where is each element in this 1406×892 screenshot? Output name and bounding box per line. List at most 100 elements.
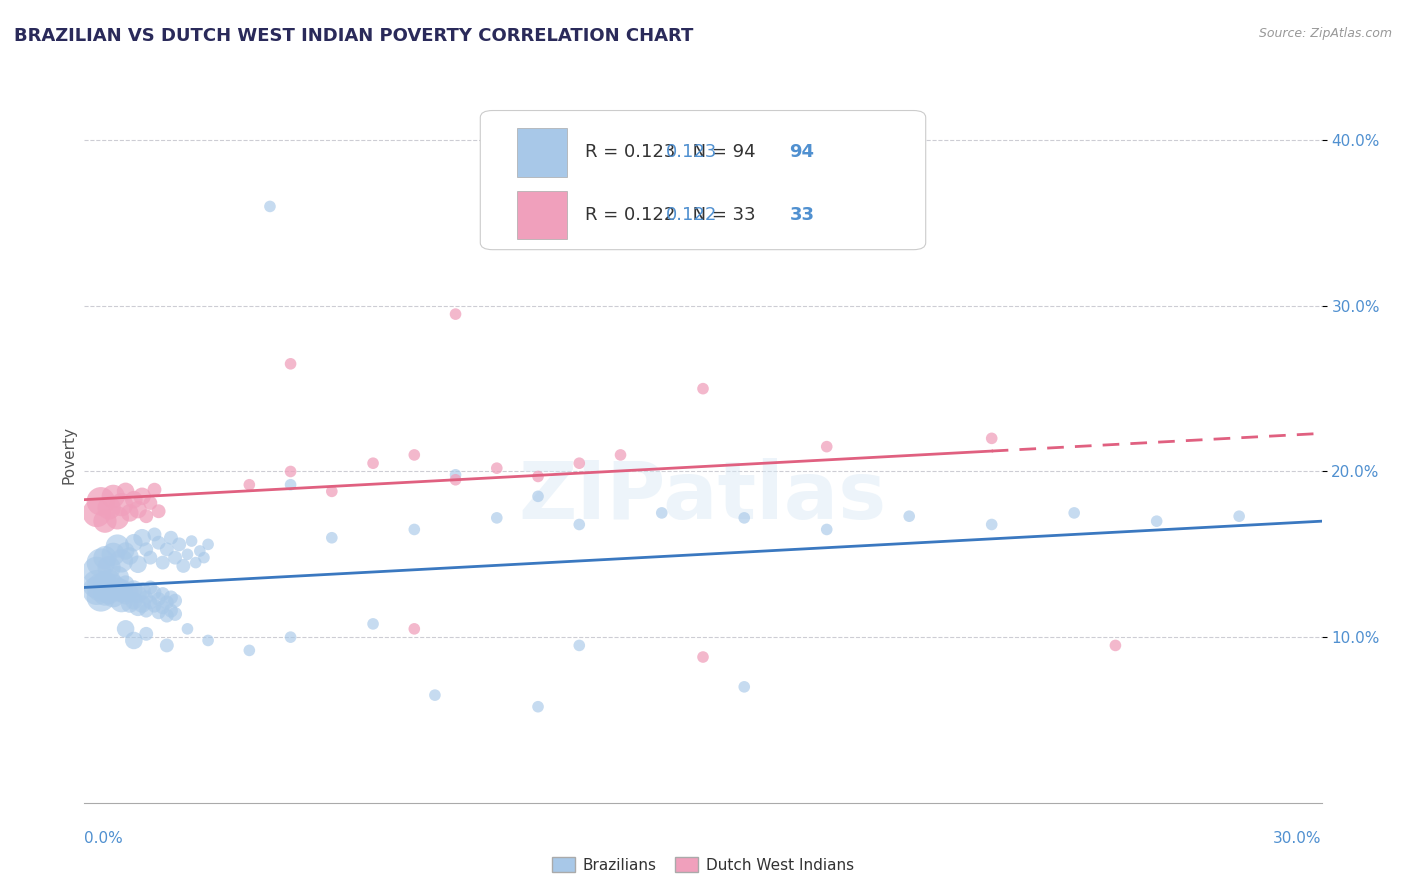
Point (122, 535, 145, 549)
Point (156, 639, 179, 653)
Point (733, 680, 755, 694)
Point (898, 509, 921, 524)
Point (131, 531, 153, 545)
Point (176, 547, 198, 561)
Point (135, 604, 157, 618)
Point (165, 607, 187, 621)
Point (135, 591, 157, 605)
Point (980, 431, 1002, 445)
Point (568, 456, 591, 470)
Point (165, 550, 187, 565)
Point (139, 595, 162, 609)
Point (651, 506, 673, 520)
Point (105, 511, 128, 525)
Point (160, 531, 183, 545)
Point (568, 517, 591, 532)
Point (139, 496, 162, 510)
Point (103, 547, 125, 561)
Point (156, 542, 179, 557)
Point (114, 484, 136, 499)
Point (127, 587, 149, 601)
Point (527, 489, 550, 503)
FancyBboxPatch shape (481, 111, 925, 250)
Point (148, 535, 170, 549)
Point (105, 570, 128, 584)
Point (118, 597, 141, 611)
Y-axis label: Poverty: Poverty (60, 425, 76, 484)
Point (127, 558, 149, 572)
Point (122, 633, 145, 648)
Point (733, 511, 755, 525)
Point (86, 583, 108, 598)
Point (280, 630, 302, 644)
Point (139, 550, 162, 565)
Point (815, 523, 838, 537)
Point (110, 593, 132, 607)
Point (259, 199, 281, 213)
Point (160, 591, 183, 605)
Point (135, 542, 157, 557)
Point (197, 537, 219, 551)
Point (110, 498, 132, 512)
Point (143, 585, 166, 599)
Point (103, 489, 125, 503)
Point (148, 605, 170, 619)
Point (114, 544, 136, 558)
Point (98, 560, 121, 574)
Text: 94: 94 (790, 144, 814, 161)
Text: 0.122: 0.122 (666, 206, 717, 224)
Point (114, 622, 136, 636)
Point (444, 467, 467, 482)
Point (86, 564, 108, 578)
Text: R = 0.123   N = 94: R = 0.123 N = 94 (585, 144, 756, 161)
Point (1063, 506, 1085, 520)
Point (122, 492, 145, 507)
Point (135, 509, 157, 524)
Point (105, 582, 128, 596)
Point (94, 575, 117, 590)
Point (131, 489, 153, 503)
Point (127, 502, 149, 516)
Point (156, 608, 179, 623)
Point (280, 465, 302, 479)
Point (110, 554, 132, 568)
Point (152, 600, 174, 615)
Point (188, 544, 211, 558)
Point (105, 539, 128, 553)
Text: Source: ZipAtlas.com: Source: ZipAtlas.com (1258, 27, 1392, 40)
Text: BRAZILIAN VS DUTCH WEST INDIAN POVERTY CORRELATION CHART: BRAZILIAN VS DUTCH WEST INDIAN POVERTY C… (14, 27, 693, 45)
Text: R = 0.122   N = 33: R = 0.122 N = 33 (585, 206, 756, 224)
Point (485, 461, 508, 475)
Point (103, 589, 125, 603)
Point (527, 469, 550, 483)
Point (90, 494, 112, 508)
Point (485, 511, 508, 525)
Point (122, 582, 145, 596)
Point (815, 440, 838, 454)
Point (143, 527, 166, 541)
Point (280, 357, 302, 371)
Point (444, 307, 467, 321)
Point (167, 537, 190, 551)
Point (160, 604, 183, 618)
Point (280, 477, 302, 491)
Point (152, 587, 174, 601)
Text: 30.0%: 30.0% (1274, 830, 1322, 846)
Point (172, 558, 194, 573)
Point (527, 699, 550, 714)
Point (238, 477, 260, 491)
Point (321, 531, 343, 545)
Point (98, 500, 121, 515)
Point (404, 622, 426, 636)
Point (139, 581, 162, 595)
Point (568, 639, 591, 653)
Point (692, 650, 714, 665)
Point (148, 592, 170, 607)
Point (692, 382, 714, 396)
Point (114, 589, 136, 603)
Bar (517, 191, 567, 239)
Point (156, 595, 179, 609)
Point (197, 633, 219, 648)
Point (114, 577, 136, 591)
Point (86, 506, 108, 520)
